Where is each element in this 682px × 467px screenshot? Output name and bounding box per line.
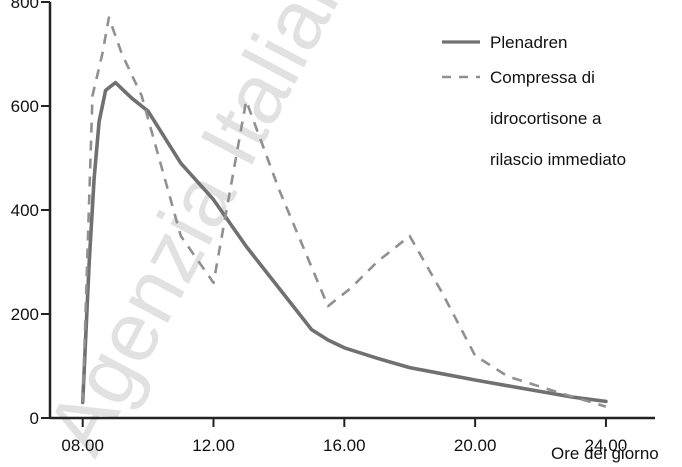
legend-label-compressa-line-2: idrocortisone a bbox=[490, 109, 602, 128]
legend-label-compressa-line-1: Compressa di bbox=[490, 68, 595, 87]
x-tick-label: 16.00 bbox=[323, 436, 366, 455]
x-axis-title: Ore del giorno bbox=[551, 444, 659, 463]
y-tick-label: 400 bbox=[11, 201, 39, 220]
y-tick-label: 200 bbox=[11, 305, 39, 324]
x-axis-ticks: 08.00 12.00 16.00 20.00 24.00 bbox=[61, 418, 627, 455]
y-tick-label: 600 bbox=[11, 97, 39, 116]
x-tick-label: 24.00 bbox=[585, 436, 628, 455]
x-tick-label: 20.00 bbox=[454, 436, 497, 455]
series-line-compressa-rilascio-immediato bbox=[81, 16, 607, 408]
legend: Plenadren Compressa di idrocortisone a r… bbox=[442, 33, 626, 169]
series-line-plenadren bbox=[80, 80, 608, 405]
x-tick-label: 08.00 bbox=[61, 436, 104, 455]
legend-label-compressa-line-3: rilascio immediato bbox=[490, 150, 626, 169]
x-tick-label: 12.00 bbox=[192, 436, 235, 455]
y-tick-label: 800 bbox=[11, 0, 39, 12]
series-lines bbox=[80, 16, 608, 408]
y-axis-ticks: 0 200 400 600 800 bbox=[11, 0, 50, 428]
y-tick-label: 0 bbox=[30, 409, 39, 428]
legend-label-plenadren: Plenadren bbox=[490, 33, 568, 52]
